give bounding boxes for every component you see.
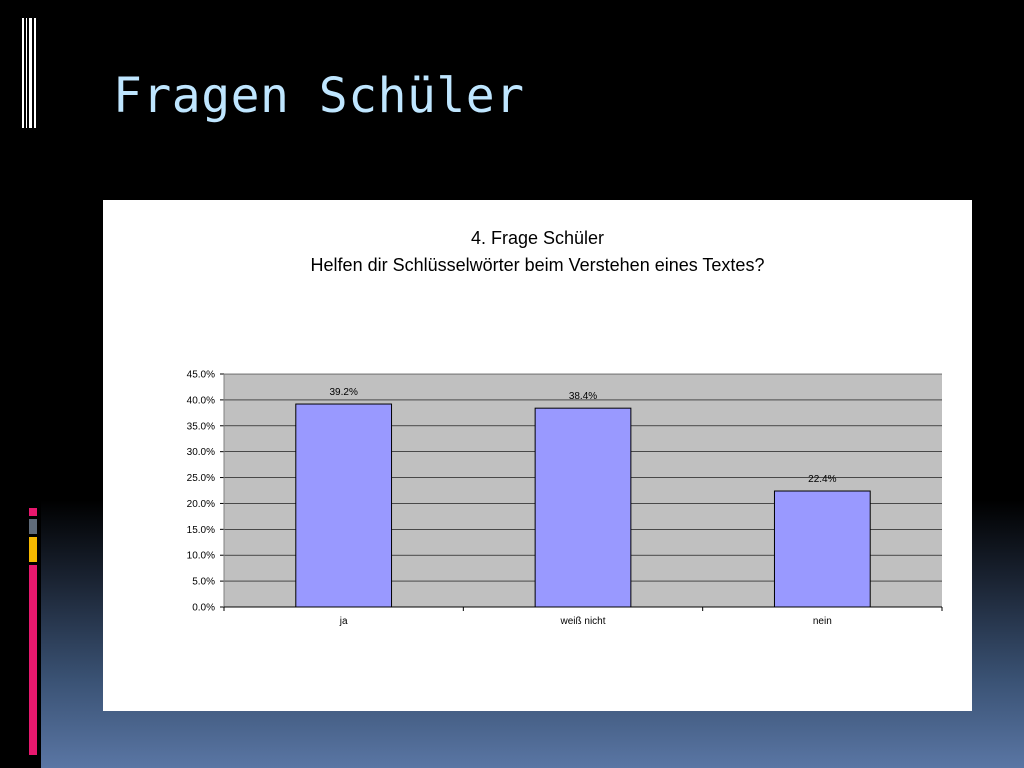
data-label: 22.4% bbox=[808, 474, 836, 485]
y-tick-label: 20.0% bbox=[187, 499, 215, 510]
accent-bar-pink-bottom bbox=[29, 565, 37, 755]
x-category-label: nein bbox=[813, 616, 832, 627]
slide-title: Fragen Schüler bbox=[113, 68, 525, 124]
y-tick-label: 25.0% bbox=[187, 473, 215, 484]
bar-2 bbox=[534, 407, 632, 608]
data-label: 38.4% bbox=[569, 391, 597, 402]
accent-bar-yellow bbox=[29, 537, 37, 562]
y-tick-label: 30.0% bbox=[187, 447, 215, 458]
decorative-lines bbox=[22, 18, 36, 128]
y-tick-label: 35.0% bbox=[187, 421, 215, 432]
data-label: 39.2% bbox=[329, 387, 357, 398]
y-tick-label: 15.0% bbox=[187, 525, 215, 536]
chart-title: 4. Frage Schüler bbox=[470, 228, 605, 248]
bar-1 bbox=[295, 403, 393, 608]
x-category-label: weiß nicht bbox=[559, 616, 605, 627]
y-tick-label: 10.0% bbox=[187, 551, 215, 562]
bar-chart: 0.0% 5.0% 10.0% 15.0% 20.0% 25.0% 30.0% 35.0% 40… bbox=[187, 370, 943, 627]
accent-bar-pink-top bbox=[29, 508, 37, 516]
y-tick-label: 5.0% bbox=[192, 577, 215, 588]
bar-3 bbox=[773, 490, 871, 608]
x-category-label: ja bbox=[339, 616, 348, 627]
chart-subtitle: Helfen dir Schlüsselwörter beim Verstehe… bbox=[310, 255, 765, 275]
y-tick-label: 40.0% bbox=[187, 395, 215, 406]
y-tick-label: 0.0% bbox=[192, 603, 215, 614]
chart-card: 4. Frage Schüler Helfen dir Schlüsselwör… bbox=[103, 200, 972, 711]
accent-bar-gray bbox=[29, 519, 37, 534]
y-tick-label: 45.0% bbox=[187, 370, 215, 381]
